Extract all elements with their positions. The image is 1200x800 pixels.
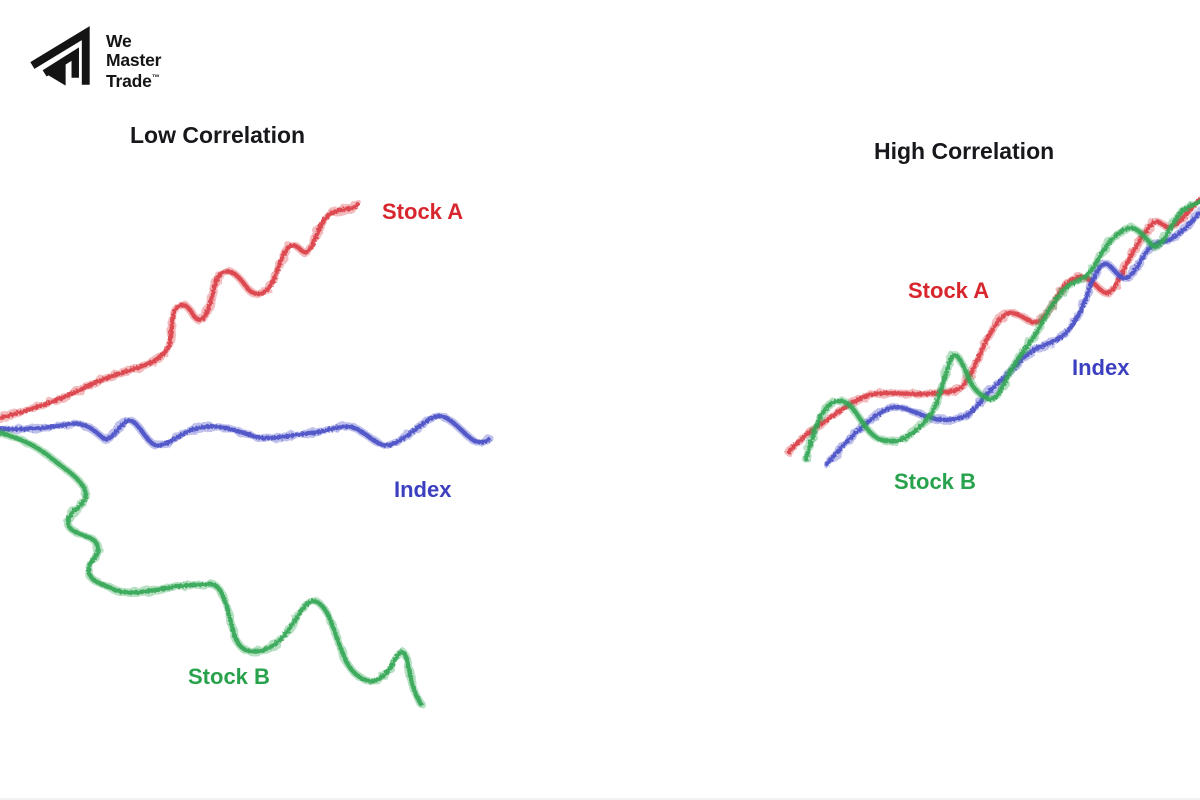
high-stock-b-line: [803, 199, 1200, 462]
low-stock-a-line-halo: [0, 200, 362, 422]
high-stock-a-line: [786, 196, 1200, 455]
high-index-line-halo: [823, 208, 1200, 468]
low-index-label: Index: [394, 477, 452, 502]
low-stock-b-line: [0, 430, 424, 707]
high-stock-a-label: Stock A: [908, 278, 990, 303]
low-stock-a-line: [0, 201, 361, 421]
high-index-label: Index: [1072, 355, 1130, 380]
logo-line-we: We: [106, 31, 132, 51]
logo: We Master Trade™: [28, 26, 161, 98]
high-stock-b-label: Stock B: [894, 469, 976, 494]
low-correlation-title: Low Correlation: [130, 122, 306, 148]
high-index-line: [824, 209, 1200, 467]
logo-line-master: Master: [106, 49, 162, 70]
trademark-symbol: ™: [151, 73, 160, 82]
high-correlation-title: High Correlation: [874, 138, 1055, 164]
logo-line-trade: Trade™: [106, 70, 160, 91]
wemastertrade-arrow-logo-icon: [30, 26, 90, 86]
low-stock-b-label: Stock B: [188, 664, 270, 689]
logo-text: We Master Trade™: [106, 32, 161, 90]
bottom-hairline: [0, 798, 1200, 800]
low-stock-a-label: Stock A: [382, 199, 464, 224]
low-index-line: [0, 413, 493, 448]
